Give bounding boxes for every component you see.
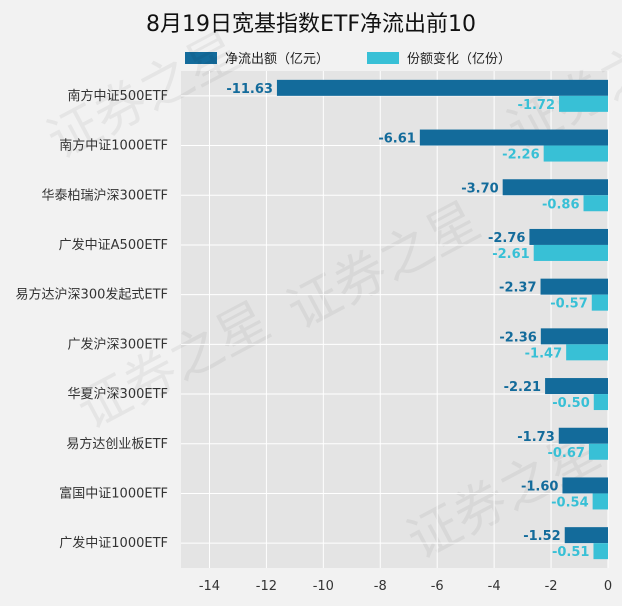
bar-net-outflow xyxy=(545,378,608,395)
data-label-share-change: -1.47 xyxy=(525,346,562,361)
data-label-share-change: -1.72 xyxy=(518,98,555,113)
data-label-share-change: -2.61 xyxy=(492,247,529,262)
bar-net-outflow xyxy=(502,179,608,196)
data-label-net-outflow: -2.36 xyxy=(499,330,536,345)
category-label: 广发中证1000ETF xyxy=(59,535,168,551)
data-label-net-outflow: -1.73 xyxy=(517,430,554,445)
category-label: 易方达沪深300发起式ETF xyxy=(16,287,168,303)
bar-share-change xyxy=(566,344,608,361)
legend-item-net-outflow: 净流出额（亿元） xyxy=(185,48,329,67)
x-tick-label: -2 xyxy=(545,579,558,594)
legend: 净流出额（亿元） 份额变化（亿份） xyxy=(185,48,549,67)
category-label: 华泰柏瑞沪深300ETF xyxy=(42,187,168,203)
x-tick-label: -8 xyxy=(374,579,387,594)
category-label: 广发沪深300ETF xyxy=(68,336,168,352)
data-label-share-change: -0.67 xyxy=(547,446,584,461)
category-label: 南方中证1000ETF xyxy=(59,138,168,154)
data-label-net-outflow: -1.52 xyxy=(523,529,560,544)
chart-title: 8月19日宽基指数ETF净流出前10 xyxy=(146,12,476,37)
bar-net-outflow xyxy=(276,79,608,96)
bar-share-change xyxy=(533,244,608,261)
bar-share-change xyxy=(543,145,608,162)
bar-share-change xyxy=(591,294,608,311)
data-label-net-outflow: -3.70 xyxy=(461,181,498,196)
bar-net-outflow xyxy=(529,228,608,245)
x-tick-label: -10 xyxy=(313,579,334,594)
data-label-share-change: -0.86 xyxy=(542,197,579,212)
x-tick-label: -6 xyxy=(431,579,444,594)
bar-net-outflow xyxy=(564,527,608,544)
category-label: 广发中证A500ETF xyxy=(59,237,168,253)
data-label-net-outflow: -2.21 xyxy=(504,380,541,395)
bar-share-change xyxy=(593,543,608,560)
data-label-share-change: -2.26 xyxy=(502,148,539,163)
legend-item-share-change: 份额变化（亿份） xyxy=(367,48,511,67)
plot-area xyxy=(181,71,608,568)
bar-share-change xyxy=(559,95,608,112)
x-tick-label: -12 xyxy=(256,579,277,594)
category-label: 富国中证1000ETF xyxy=(59,485,168,501)
data-label-net-outflow: -11.63 xyxy=(226,82,273,97)
x-tick-label: -14 xyxy=(199,579,220,594)
bar-net-outflow xyxy=(540,278,608,295)
data-label-net-outflow: -6.61 xyxy=(378,132,415,147)
x-tick-label: -4 xyxy=(488,579,501,594)
bar-net-outflow xyxy=(562,477,608,494)
bar-share-change xyxy=(592,493,608,510)
data-label-share-change: -0.57 xyxy=(550,297,587,312)
bar-share-change xyxy=(588,443,608,460)
bar-share-change xyxy=(593,394,608,411)
bar-net-outflow xyxy=(419,129,608,146)
x-tick-label: 0 xyxy=(604,579,612,594)
bar-net-outflow xyxy=(540,328,608,345)
data-label-share-change: -0.51 xyxy=(552,545,589,560)
category-label: 南方中证500ETF xyxy=(68,88,168,104)
legend-label-net-outflow: 净流出额（亿元） xyxy=(225,52,330,67)
data-label-net-outflow: -2.76 xyxy=(488,231,525,246)
legend-swatch-share-change xyxy=(367,51,400,64)
data-label-share-change: -0.54 xyxy=(551,495,588,510)
data-label-net-outflow: -1.60 xyxy=(521,479,558,494)
bar-share-change xyxy=(583,195,608,212)
data-label-share-change: -0.50 xyxy=(552,396,589,411)
legend-swatch-net-outflow xyxy=(185,51,217,64)
category-label: 华夏沪深300ETF xyxy=(68,386,168,402)
bar-net-outflow xyxy=(558,427,608,444)
category-label: 易方达创业板ETF xyxy=(66,436,168,452)
legend-label-share-change: 份额变化（亿份） xyxy=(407,52,512,67)
data-label-net-outflow: -2.37 xyxy=(499,281,536,296)
